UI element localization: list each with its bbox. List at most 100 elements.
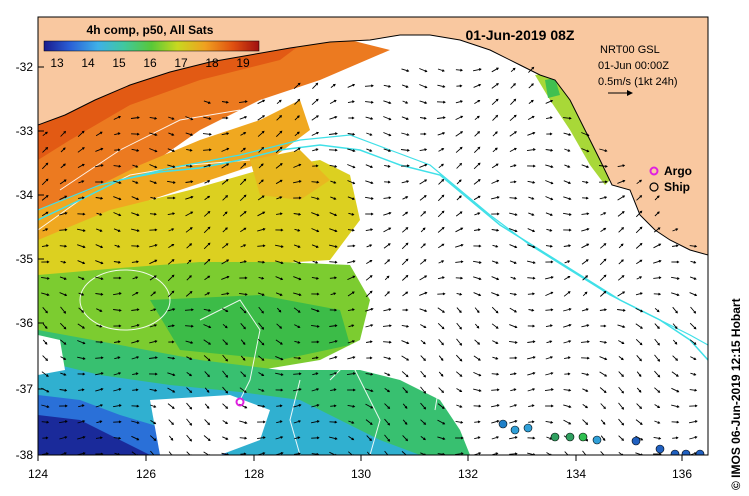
current-vector-arrow [167, 290, 175, 298]
current-vector-arrowhead [334, 260, 338, 264]
current-vector-arrow [221, 259, 229, 265]
current-vector-arrow [240, 147, 246, 153]
current-vector-arrowhead [315, 164, 319, 168]
current-vector-arrowhead [334, 229, 338, 233]
current-vector-arrow [312, 357, 318, 359]
current-vector-arrowhead [369, 244, 373, 247]
current-vector-arrowhead [656, 195, 660, 199]
current-vector-arrowhead [351, 100, 355, 104]
current-vector-arrowhead [298, 388, 302, 391]
current-vector-arrowhead [243, 326, 246, 330]
current-vector-arrowhead [208, 164, 212, 167]
current-vector-arrowhead [603, 290, 607, 294]
current-vector-arrowhead [118, 164, 122, 168]
current-vector-arrow [60, 147, 66, 153]
current-vector-arrowhead [225, 437, 229, 440]
current-vector-arrowhead [621, 453, 624, 455]
current-vector-arrowhead [207, 226, 211, 230]
current-vector-arrow [113, 309, 121, 311]
current-vector-arrowhead [333, 197, 337, 200]
current-vector-arrowhead [496, 67, 499, 71]
current-vector-arrow [437, 84, 445, 88]
current-vector-arrowhead [171, 422, 174, 426]
current-vector-arrowhead [333, 292, 337, 296]
current-vector-arrowhead [441, 226, 445, 230]
current-vector-arrowhead [136, 356, 140, 359]
current-vector-arrowhead [513, 261, 517, 264]
current-vector-arrowhead [532, 292, 535, 296]
current-vector-arrowhead [226, 147, 230, 151]
current-vector-arrowhead [171, 406, 175, 409]
current-vector-arrowhead [532, 356, 536, 359]
current-vector-arrow [654, 387, 660, 393]
current-vector-arrowhead [550, 213, 553, 217]
current-vector-arrow [654, 323, 660, 329]
current-vector-arrow [132, 180, 138, 184]
current-vector-arrow [95, 357, 103, 359]
current-vector-arrow [222, 403, 228, 409]
current-vector-arrowhead [640, 326, 643, 329]
current-vector-arrowhead [639, 195, 643, 198]
current-vector-arrowhead [423, 374, 426, 378]
current-vector-arrow [131, 309, 139, 311]
current-vector-arrowhead [532, 180, 536, 184]
current-vector-arrowhead [639, 342, 643, 346]
current-vector-arrowhead [478, 68, 482, 71]
current-vector-arrow [275, 130, 283, 138]
current-vector-arrow [492, 340, 498, 344]
current-vector-arrowhead [658, 259, 662, 263]
current-vector-arrowhead [190, 308, 194, 312]
current-vector-arrowhead [406, 324, 410, 328]
current-vector-arrowhead [532, 148, 536, 152]
current-vector-arrow [365, 275, 373, 281]
current-vector-arrow [366, 341, 372, 343]
current-vector-arrow [132, 389, 138, 391]
current-vector-arrow [689, 245, 697, 247]
current-vector-arrowhead [424, 148, 428, 152]
current-vector-arrowhead [369, 275, 373, 278]
current-vector-arrowhead [388, 117, 392, 121]
current-vector-arrowhead [153, 275, 157, 278]
current-vector-arrow [689, 292, 697, 296]
current-vector-arrow [41, 292, 49, 296]
current-vector-arrowhead [567, 275, 571, 279]
current-vector-arrowhead [585, 180, 589, 184]
current-vector-arrowhead [442, 437, 446, 441]
current-vector-arrowhead [315, 148, 319, 152]
current-vector-arrow [222, 420, 228, 424]
current-vector-arrowhead [639, 406, 643, 410]
current-vector-arrowhead [370, 405, 374, 409]
current-vector-arrowhead [460, 227, 464, 231]
current-vector-arrow [239, 116, 247, 120]
current-vector-arrow [203, 259, 211, 265]
current-vector-arrowhead [514, 196, 518, 200]
current-vector-arrow [383, 116, 391, 120]
current-vector-arrow [635, 226, 643, 234]
current-vector-arrow [456, 338, 462, 346]
current-vector-arrowhead [495, 356, 499, 360]
current-vector-arrowhead [531, 213, 535, 216]
current-vector-arrowhead [206, 406, 210, 409]
current-vector-arrowhead [549, 244, 553, 248]
current-vector-arrow [131, 420, 139, 424]
current-vector-arrow [59, 179, 67, 185]
current-vector-arrow [114, 132, 120, 136]
current-vector-arrowhead [153, 405, 157, 408]
current-vector-arrow [41, 452, 49, 455]
map-timestamp: 01-Jun-2019 08Z [466, 27, 575, 43]
current-vector-arrow [672, 323, 678, 329]
current-vector-arrow [113, 165, 121, 167]
current-vector-arrow [383, 356, 391, 360]
y-axis: -32 -33 -34 -35 -36 -37 -38 [16, 60, 44, 462]
current-vector-arrowhead [478, 404, 482, 408]
current-vector-arrowhead [81, 163, 85, 167]
current-vector-arrow [41, 178, 49, 186]
current-vector-arrow [581, 164, 589, 168]
current-vector-arrow [545, 420, 553, 424]
current-vector-arrow [311, 212, 319, 216]
current-vector-arrow [77, 244, 85, 248]
current-vector-arrowhead [135, 291, 139, 295]
current-vector-arrow [364, 85, 374, 87]
current-vector-arrow [78, 404, 84, 408]
current-vector-arrowhead [531, 404, 535, 408]
